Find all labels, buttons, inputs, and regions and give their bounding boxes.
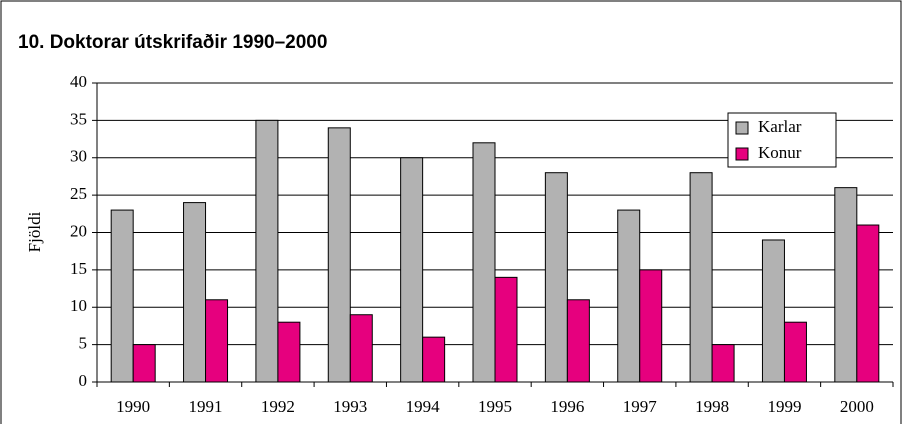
x-tick-label: 1991 xyxy=(189,397,223,416)
bar xyxy=(349,314,373,383)
bar xyxy=(761,239,785,383)
y-tick-label: 35 xyxy=(70,109,87,128)
bar xyxy=(544,172,568,383)
y-tick-label: 10 xyxy=(70,296,87,315)
chart-title: 10. Doktorar útskrifaðir 1990–2000 xyxy=(18,32,327,53)
bar xyxy=(566,299,590,383)
bar xyxy=(711,344,735,383)
y-axis-label: Fjöldi xyxy=(25,211,44,252)
bar xyxy=(183,202,207,383)
bar xyxy=(422,336,446,383)
bar xyxy=(132,344,156,383)
x-tick-label: 1995 xyxy=(478,397,512,416)
legend-label: Konur xyxy=(758,143,802,162)
legend-label: Karlar xyxy=(758,117,802,136)
legend-swatch xyxy=(735,121,749,135)
y-tick-label: 0 xyxy=(79,371,88,390)
x-tick-label: 1997 xyxy=(623,397,658,416)
x-tick-label: 1994 xyxy=(406,397,441,416)
y-tick-label: 40 xyxy=(70,72,87,91)
x-tick-label: 1990 xyxy=(116,397,150,416)
bar xyxy=(205,299,229,383)
bar xyxy=(255,119,279,383)
legend-swatch xyxy=(735,147,749,161)
bar xyxy=(783,321,807,383)
x-tick-label: 1993 xyxy=(333,397,367,416)
bar xyxy=(277,321,301,383)
y-tick-label: 15 xyxy=(70,259,87,278)
bar xyxy=(110,209,134,383)
bar xyxy=(400,157,424,383)
bar xyxy=(472,142,496,383)
bar xyxy=(327,127,351,383)
bar xyxy=(689,172,713,383)
y-tick-label: 30 xyxy=(70,147,87,166)
y-tick-label: 25 xyxy=(70,184,87,203)
bar xyxy=(856,224,880,383)
bar xyxy=(494,276,518,383)
x-tick-label: 1999 xyxy=(767,397,801,416)
x-tick-label: 1992 xyxy=(261,397,295,416)
y-tick-label: 5 xyxy=(79,334,88,353)
x-tick-label: 1998 xyxy=(695,397,729,416)
x-tick-label: 2000 xyxy=(840,397,874,416)
bar xyxy=(617,209,641,383)
bar xyxy=(834,187,858,383)
x-tick-label: 1996 xyxy=(550,397,584,416)
y-tick-label: 20 xyxy=(70,221,87,240)
bar xyxy=(639,269,663,383)
